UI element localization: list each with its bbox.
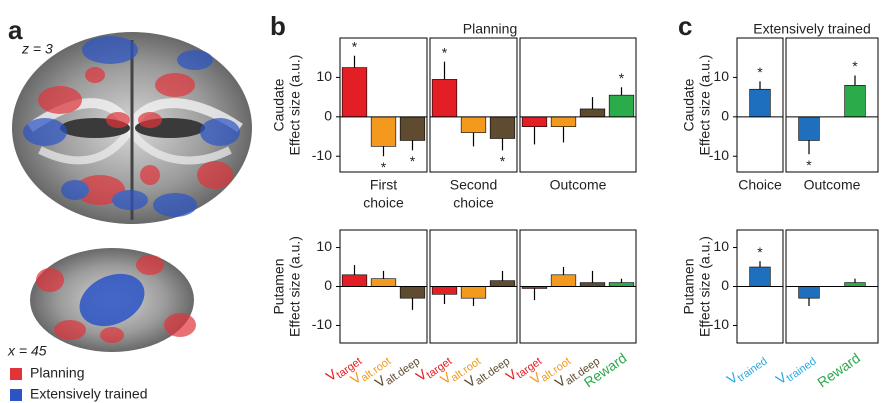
group-label: Outcome xyxy=(804,177,861,193)
category-symbol: Reward xyxy=(814,349,863,390)
significance-star: * xyxy=(757,64,763,80)
y-tick-label: -10 xyxy=(312,316,332,332)
category-subscript: trained xyxy=(735,355,769,384)
significance-star: * xyxy=(381,159,387,175)
bar xyxy=(371,117,396,147)
panel-title: Extensively trained xyxy=(753,21,871,37)
y-tick-label: 0 xyxy=(324,108,332,124)
bar xyxy=(750,89,771,117)
sagittal-brain xyxy=(30,248,196,352)
bar xyxy=(750,267,771,286)
bar xyxy=(490,117,515,139)
category-subscript: trained xyxy=(784,355,818,384)
significance-star: * xyxy=(442,44,448,60)
group-label: Second xyxy=(450,177,497,193)
bar xyxy=(490,281,515,287)
bar xyxy=(342,68,367,117)
axial-brain xyxy=(12,32,252,224)
y-axis-label: Caudate xyxy=(681,78,697,131)
significance-star: * xyxy=(619,70,625,86)
bar xyxy=(580,109,605,117)
group-label: First xyxy=(370,177,397,193)
group-label: choice xyxy=(453,195,494,211)
y-tick-label: 0 xyxy=(721,108,729,124)
figure: a z = 3 x = 45 b Planning c Extensively … xyxy=(0,0,889,403)
y-axis-label: Putamen xyxy=(271,258,287,314)
y-tick-label: 0 xyxy=(721,277,729,293)
significance-star: * xyxy=(806,157,812,173)
panel-label: c xyxy=(678,11,692,41)
y-tick-label: 0 xyxy=(324,277,332,293)
panel-title: Planning xyxy=(463,21,518,37)
bar xyxy=(845,85,866,117)
bar xyxy=(371,279,396,287)
legend-swatch xyxy=(10,389,22,401)
y-axis-label: Caudate xyxy=(271,78,287,131)
bar xyxy=(432,287,457,295)
bar xyxy=(432,79,457,116)
bar xyxy=(342,275,367,287)
bar xyxy=(799,117,820,141)
y-tick-label: -10 xyxy=(709,147,729,163)
y-tick-label: 10 xyxy=(316,238,332,254)
panel-label: a xyxy=(8,15,23,45)
y-tick-label: -10 xyxy=(709,316,729,332)
y-axis-label: Putamen xyxy=(681,258,697,314)
y-tick-label: -10 xyxy=(312,147,332,163)
bar xyxy=(845,283,866,287)
slice-label: z = 3 xyxy=(21,41,53,57)
slice-label: x = 45 xyxy=(7,343,47,359)
bar xyxy=(400,287,425,299)
bar xyxy=(551,275,576,287)
bar xyxy=(461,287,486,299)
bar xyxy=(522,117,547,127)
legend-swatch xyxy=(10,368,22,380)
group-label: Outcome xyxy=(550,177,607,193)
group-label: choice xyxy=(363,195,404,211)
y-axis-label: Effect size (a.u.) xyxy=(287,55,303,156)
significance-star: * xyxy=(757,244,763,260)
y-tick-label: 10 xyxy=(713,238,729,254)
bar xyxy=(799,287,820,299)
y-tick-label: 10 xyxy=(316,68,332,84)
significance-star: * xyxy=(852,58,858,74)
x-category-label: Reward xyxy=(814,349,863,390)
bar xyxy=(580,283,605,287)
significance-star: * xyxy=(500,153,506,169)
legend-label: Extensively trained xyxy=(30,386,148,402)
legend-label: Planning xyxy=(30,365,85,381)
group-label: Choice xyxy=(738,177,782,193)
bar xyxy=(609,95,634,117)
y-axis-label: Effect size (a.u.) xyxy=(287,236,303,337)
bar xyxy=(609,283,634,287)
y-tick-label: 10 xyxy=(713,68,729,84)
bar xyxy=(551,117,576,127)
bar xyxy=(461,117,486,133)
x-category-label: Vtrained xyxy=(772,349,818,389)
panel-label: b xyxy=(270,11,286,41)
significance-star: * xyxy=(410,153,416,169)
x-category-label: Vtrained xyxy=(723,349,769,389)
y-axis-label: Effect size (a.u.) xyxy=(697,55,713,156)
bar xyxy=(400,117,425,141)
significance-star: * xyxy=(352,38,358,54)
